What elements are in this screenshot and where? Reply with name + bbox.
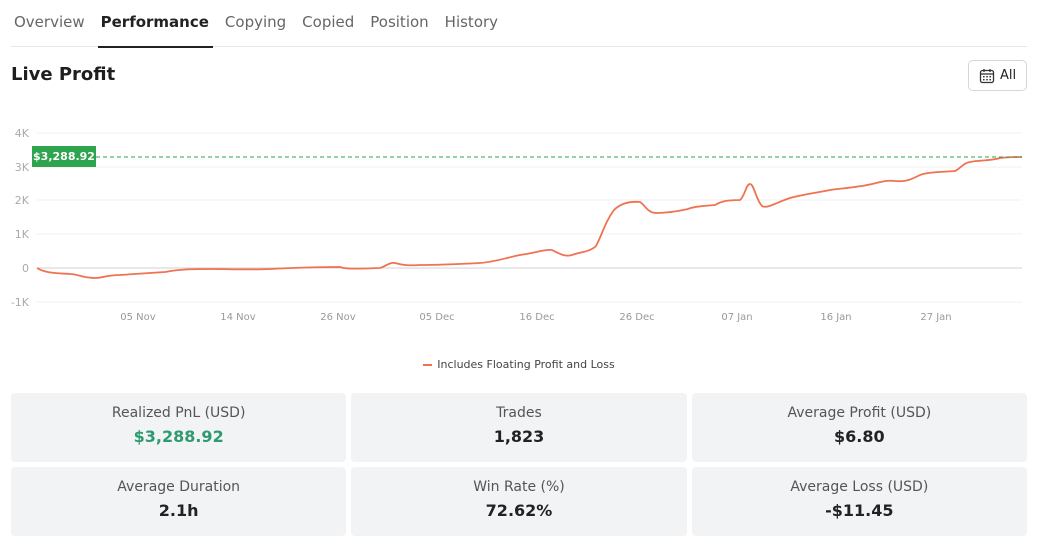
svg-text:26 Nov: 26 Nov (320, 312, 356, 323)
grid-lines (37, 132, 1022, 303)
stat-value: 2.1h (158, 501, 199, 520)
stats-grid: Realized PnL (USD) $3,288.92 Trades 1,82… (11, 393, 1027, 536)
svg-text:16 Dec: 16 Dec (519, 312, 554, 323)
stat-trades: Trades 1,823 (351, 393, 687, 462)
date-range-button[interactable]: All (968, 60, 1027, 91)
tab-history[interactable]: History (444, 13, 499, 31)
current-value-label: $3,288.92 (33, 150, 95, 163)
svg-text:05 Nov: 05 Nov (120, 312, 156, 323)
stat-label: Average Loss (USD) (790, 479, 929, 495)
x-axis-labels: 05 Nov 14 Nov 26 Nov 05 Dec 16 Dec 26 De… (120, 312, 951, 323)
stat-label: Win Rate (%) (473, 479, 565, 495)
tab-copied[interactable]: Copied (302, 13, 355, 31)
svg-text:0: 0 (22, 262, 29, 275)
stat-value: -$11.45 (825, 501, 894, 520)
tab-performance[interactable]: Performance (97, 0, 214, 48)
svg-text:26 Dec: 26 Dec (619, 312, 654, 323)
profit-area (37, 157, 1022, 278)
chart-legend[interactable]: Includes Floating Profit and Loss (0, 358, 1038, 371)
stat-realized-pnl: Realized PnL (USD) $3,288.92 (11, 393, 347, 462)
svg-text:27 Jan: 27 Jan (920, 312, 951, 323)
stat-value: 1,823 (493, 427, 545, 446)
svg-text:3K: 3K (15, 161, 30, 174)
stat-label: Realized PnL (USD) (111, 405, 246, 421)
tab-position[interactable]: Position (370, 13, 429, 31)
date-range-label: All (999, 68, 1017, 83)
legend-swatch (423, 364, 433, 366)
svg-text:16 Jan: 16 Jan (820, 312, 851, 323)
svg-text:14 Nov: 14 Nov (220, 312, 256, 323)
stat-win-rate: Win Rate (%) 72.62% (351, 467, 687, 536)
svg-text:2K: 2K (15, 194, 30, 207)
stat-label: Average Profit (USD) (787, 405, 932, 421)
stat-average-loss: Average Loss (USD) -$11.45 (691, 467, 1027, 536)
svg-text:-1K: -1K (11, 296, 30, 309)
live-profit-chart: 4K 3K 2K 1K 0 -1K 05 Nov 14 Nov 26 Nov 0… (11, 127, 1023, 323)
stat-value: $6.80 (834, 427, 885, 446)
stat-value: $3,288.92 (133, 427, 224, 446)
tab-overview[interactable]: Overview (14, 13, 85, 31)
stat-value: 72.62% (485, 501, 553, 520)
stat-average-profit: Average Profit (USD) $6.80 (691, 393, 1027, 462)
y-axis-labels: 4K 3K 2K 1K 0 -1K (11, 127, 30, 309)
svg-text:07 Jan: 07 Jan (721, 312, 752, 323)
svg-text:1K: 1K (15, 228, 30, 241)
profit-line (36, 156, 1023, 279)
svg-text:05 Dec: 05 Dec (419, 312, 454, 323)
stat-label: Average Duration (117, 479, 241, 495)
current-value-marker: $3,288.92 (32, 146, 96, 167)
section-title: Live Profit (11, 64, 116, 85)
calendar-icon (979, 68, 995, 83)
svg-text:4K: 4K (15, 127, 30, 140)
legend-label: Includes Floating Profit and Loss (437, 358, 615, 371)
stat-label: Trades (496, 405, 542, 421)
tab-copying[interactable]: Copying (224, 13, 287, 31)
stat-average-duration: Average Duration 2.1h (11, 467, 347, 536)
tab-bar: Overview Performance Copying Copied Posi… (11, 0, 1027, 48)
